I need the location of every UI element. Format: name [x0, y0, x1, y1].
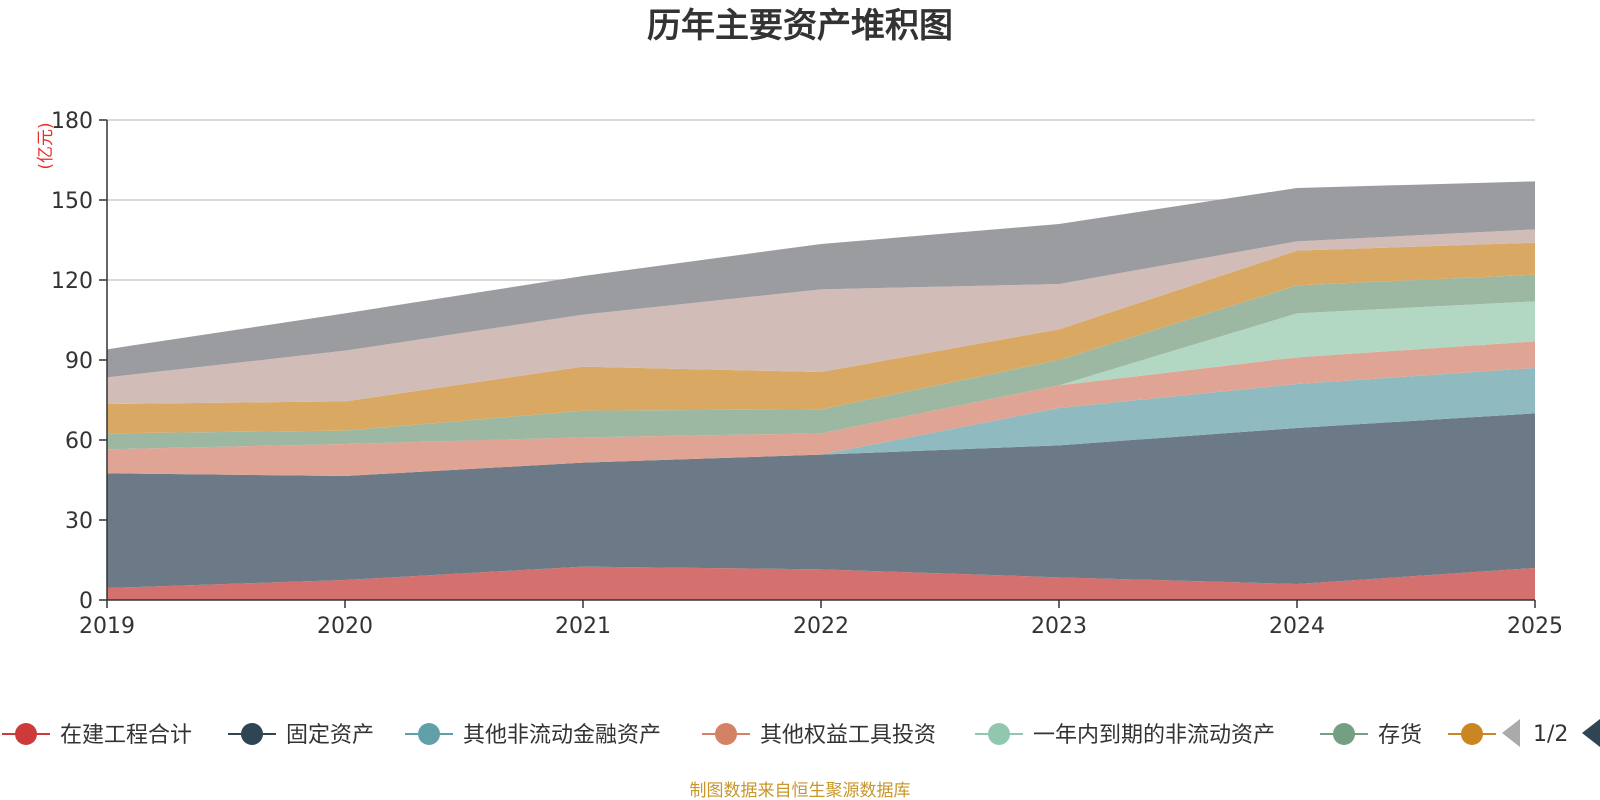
legend-item-5[interactable]: 存货 [1320, 723, 1422, 748]
x-tick-label-2: 2021 [555, 614, 611, 639]
legend-label-0: 在建工程合计 [60, 723, 192, 748]
legend-marker-5 [1333, 723, 1355, 745]
stacked-areas [107, 181, 1535, 600]
y-tick-label-0: 0 [79, 589, 93, 614]
legend: 在建工程合计 固定资产 其他非流动金融资产 其他权益工具投资 一年内到期的非流动资产 存货 [2, 723, 1496, 748]
legend-marker-2 [418, 723, 440, 745]
legend-label-3: 其他权益工具投资 [760, 723, 936, 748]
x-tick-label-4: 2023 [1031, 614, 1087, 639]
area-series-6 [107, 242, 1535, 434]
legend-pager: 1/2 [1502, 719, 1600, 747]
legend-page-indicator: 1/2 [1533, 722, 1568, 747]
y-tick-label-2: 60 [65, 429, 93, 454]
x-tick-label-5: 2024 [1269, 614, 1325, 639]
x-tick-label-0: 2019 [79, 614, 135, 639]
legend-label-1: 固定资产 [286, 723, 374, 748]
legend-marker-3 [715, 723, 737, 745]
y-tick-label-1: 30 [65, 509, 93, 534]
x-axis-ticks: 2019 2020 2021 2022 2023 2024 2025 [79, 600, 1563, 639]
y-tick-label-5: 150 [51, 189, 93, 214]
y-tick-label-6: 180 [51, 109, 93, 134]
legend-marker-4 [988, 723, 1010, 745]
area-series-2 [107, 368, 1535, 476]
area-series-3 [107, 341, 1535, 476]
y-axis-unit-label: (亿元) [36, 122, 56, 169]
y-axis-ticks: 0 30 60 90 120 150 180 [51, 109, 107, 614]
legend-next-arrow[interactable] [1582, 719, 1600, 747]
y-tick-label-4: 120 [51, 269, 93, 294]
area-series-8 [107, 181, 1535, 378]
legend-marker-6 [1461, 723, 1483, 745]
legend-marker-0 [15, 723, 37, 745]
chart-title: 历年主要资产堆积图 [647, 6, 953, 46]
area-series-4 [107, 301, 1535, 450]
area-series-5 [107, 274, 1535, 450]
source-note: 制图数据来自恒生聚源数据库 [690, 781, 911, 800]
area-series-0 [107, 566, 1535, 600]
legend-item-0[interactable]: 在建工程合计 [2, 723, 192, 748]
legend-marker-1 [241, 723, 263, 745]
legend-item-4[interactable]: 一年内到期的非流动资产 [975, 723, 1275, 748]
y-tick-label-3: 90 [65, 349, 93, 374]
legend-item-1[interactable]: 固定资产 [228, 723, 374, 748]
area-series-7 [107, 229, 1535, 404]
x-tick-label-1: 2020 [317, 614, 373, 639]
x-tick-label-6: 2025 [1507, 614, 1563, 639]
legend-label-5: 存货 [1378, 723, 1422, 748]
legend-item-3[interactable]: 其他权益工具投资 [702, 723, 936, 748]
area-series-1 [107, 413, 1535, 588]
legend-item-2[interactable]: 其他非流动金融资产 [405, 723, 661, 748]
legend-prev-arrow[interactable] [1502, 719, 1520, 747]
legend-label-2: 其他非流动金融资产 [463, 723, 661, 748]
legend-item-6[interactable] [1448, 723, 1496, 745]
legend-label-4: 一年内到期的非流动资产 [1033, 723, 1275, 748]
x-tick-label-3: 2022 [793, 614, 849, 639]
